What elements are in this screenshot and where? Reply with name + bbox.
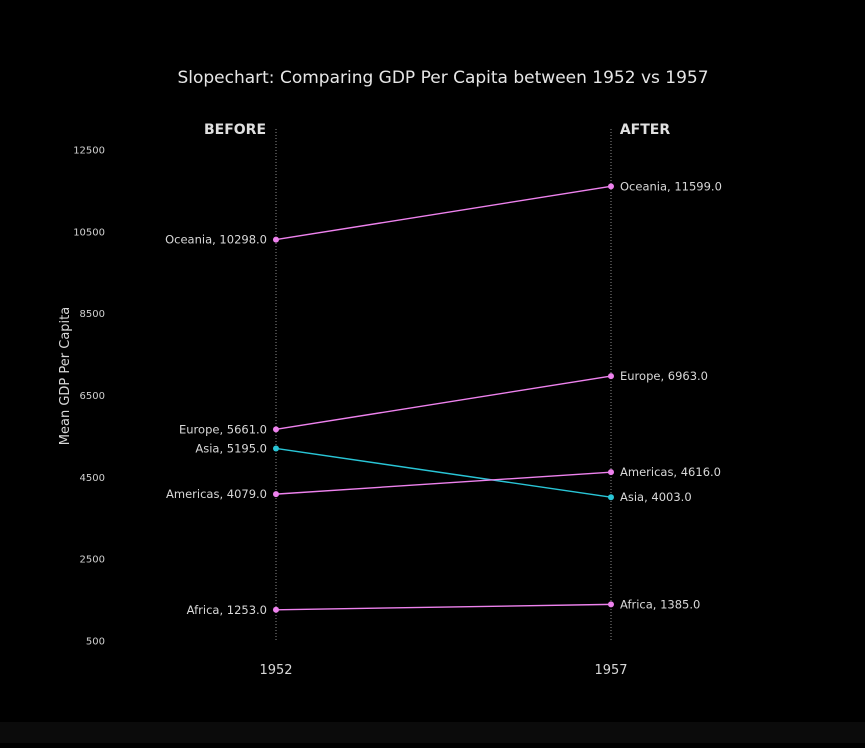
- point-labels: Oceania, 10298.0 Oceania, 11599.0 Europe, …: [165, 179, 722, 616]
- data-point: [273, 606, 279, 613]
- data-point: [608, 373, 614, 380]
- point-label: Americas, 4616.0: [620, 465, 721, 479]
- data-point: [273, 236, 279, 243]
- chart-title: Slopechart: Comparing GDP Per Capita bet…: [177, 68, 708, 88]
- slope-line: [275, 471, 612, 495]
- y-tick-label: 500: [86, 637, 105, 648]
- y-tick-label: 6500: [80, 391, 105, 402]
- point-label: Oceania, 10298.0: [165, 233, 267, 247]
- point-label: Americas, 4079.0: [166, 487, 267, 501]
- data-point: [273, 426, 279, 433]
- column-header-before: BEFORE: [204, 122, 266, 138]
- slope-line: [275, 375, 612, 431]
- y-tick-label: 8500: [80, 309, 105, 320]
- y-tick-label: 12500: [73, 145, 105, 156]
- y-axis-label: Mean GDP Per Capita: [58, 307, 73, 445]
- point-label: Africa, 1253.0: [187, 603, 267, 617]
- y-tick-label: 4500: [80, 473, 105, 484]
- column-guides: [275, 129, 612, 640]
- slope-lines: [275, 185, 612, 611]
- data-points: [273, 183, 614, 613]
- bottom-strip: [0, 722, 865, 743]
- data-point: [608, 601, 614, 608]
- point-label: Europe, 5661.0: [179, 422, 267, 436]
- data-point: [608, 469, 614, 476]
- data-point: [608, 494, 614, 501]
- point-label: Europe, 6963.0: [620, 369, 708, 383]
- x-category-label: 1957: [594, 663, 627, 678]
- point-label: Africa, 1385.0: [620, 597, 700, 611]
- y-axis-ticks: 500 2500 4500 6500 8500 10500 12500: [73, 145, 105, 647]
- point-label: Asia, 5195.0: [195, 441, 267, 455]
- x-category-label: 1952: [259, 663, 292, 678]
- column-header-after: AFTER: [620, 122, 671, 138]
- point-label: Oceania, 11599.0: [620, 179, 722, 193]
- y-tick-label: 2500: [80, 555, 105, 566]
- data-point: [273, 445, 279, 452]
- slope-line: [275, 603, 612, 611]
- slope-line: [275, 185, 612, 241]
- y-tick-label: 10500: [73, 227, 105, 238]
- point-label: Asia, 4003.0: [620, 490, 692, 504]
- data-point: [608, 183, 614, 190]
- data-point: [273, 491, 279, 498]
- slope-line: [275, 447, 612, 498]
